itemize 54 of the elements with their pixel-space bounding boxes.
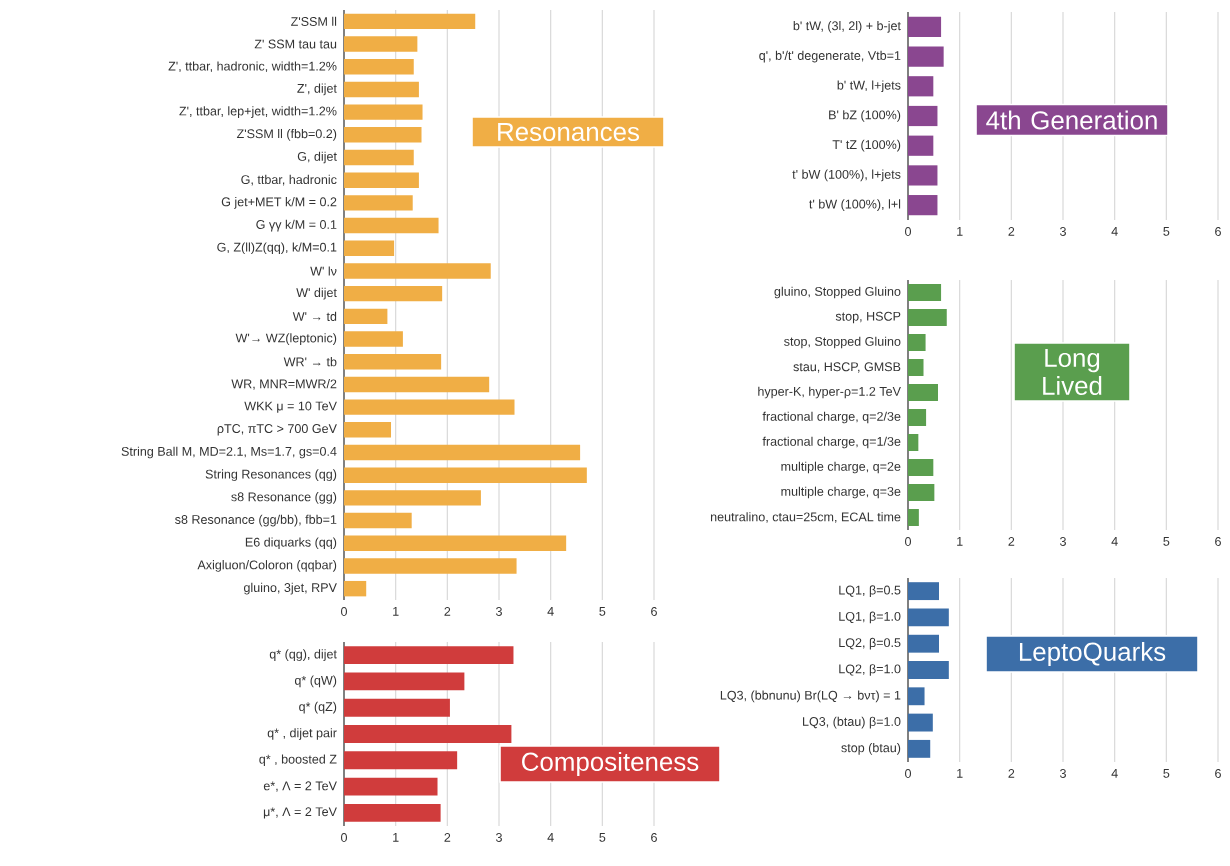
bar: [908, 739, 931, 758]
text: Compositeness: [522, 751, 699, 777]
bar: [908, 358, 924, 376]
bar: [908, 661, 949, 679]
bar: [344, 512, 412, 529]
bar: [344, 376, 490, 393]
bar: [908, 608, 949, 627]
bar: [344, 354, 442, 370]
bar: [344, 308, 388, 325]
bar: [344, 558, 517, 574]
bar: [344, 285, 443, 302]
text: Long Lived: [1043, 349, 1102, 395]
bar: [344, 263, 491, 279]
bar: [344, 217, 439, 234]
text: LeptoQuarks: [1019, 641, 1166, 667]
bar: [344, 490, 481, 506]
bar: [344, 81, 419, 98]
bar: [908, 433, 919, 451]
bar: [344, 467, 587, 483]
text: 4th Generation: [986, 110, 1157, 130]
bar: [344, 172, 419, 188]
bar: [908, 509, 919, 526]
bar: [344, 13, 476, 30]
bar: [908, 582, 940, 601]
bar: [908, 383, 938, 401]
bar: [344, 127, 422, 143]
bar: [344, 195, 413, 211]
bar: [908, 687, 925, 706]
bar: [344, 777, 438, 796]
bar: [344, 444, 581, 461]
bar: [344, 331, 403, 347]
bar: [344, 535, 567, 551]
bar: [908, 634, 940, 653]
bar: [344, 399, 515, 415]
bar: [908, 484, 935, 501]
bar: [344, 751, 458, 770]
bar: [908, 283, 942, 301]
bar: [344, 803, 441, 822]
bar: [344, 36, 418, 52]
bar: [344, 149, 414, 166]
bar: [344, 422, 392, 438]
text: Resonances: [498, 122, 640, 142]
bar: [908, 308, 947, 326]
bar: [908, 408, 927, 426]
bar: [908, 333, 926, 351]
bar: [908, 459, 934, 476]
bar: [344, 580, 367, 597]
bar: [344, 240, 395, 256]
bar: [344, 698, 450, 717]
bar: [344, 672, 465, 691]
bar: [344, 646, 514, 665]
bar: [344, 104, 423, 120]
bar: [344, 59, 414, 75]
bar: [908, 713, 933, 732]
